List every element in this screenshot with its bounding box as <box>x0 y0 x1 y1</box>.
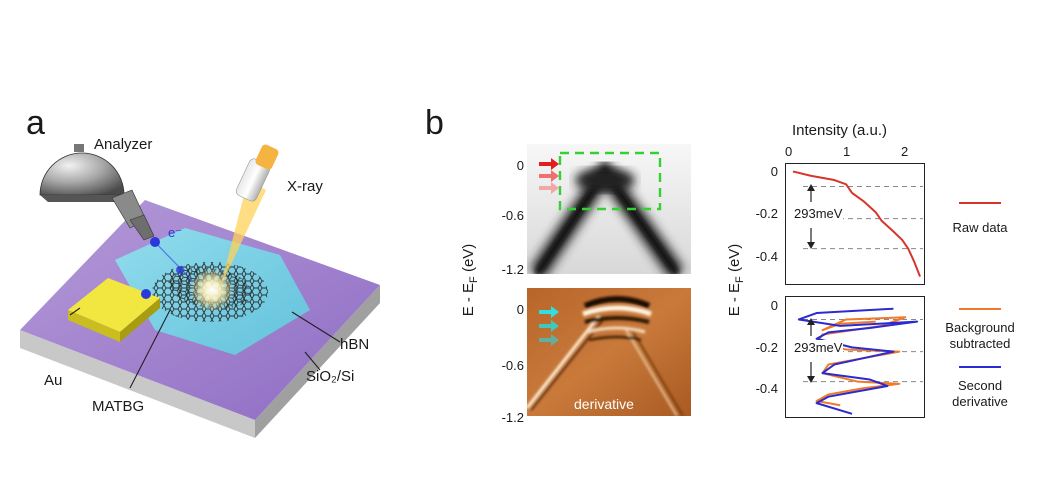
raw-edc-series-0 <box>792 170 921 277</box>
legend-bg-label: Background subtracted <box>945 320 1015 351</box>
bottom-plot-ytick-1: -0.2 <box>755 340 778 355</box>
derivative-label: derivative <box>574 396 634 412</box>
au-label: Au <box>44 372 63 389</box>
intensity-tick-1: 1 <box>843 144 851 159</box>
electron-path <box>141 237 193 299</box>
right-energy-axis-label: E - EF (eV) <box>726 243 746 317</box>
intensity-tick-0: 0 <box>785 144 793 159</box>
xray-label: X-ray <box>287 178 323 195</box>
gap-annotation-top: 293meV <box>793 206 844 221</box>
processed-edc-series-1 <box>797 307 919 415</box>
legend-raw-label: Raw data <box>952 220 1008 235</box>
leader-lines <box>69 307 341 389</box>
bottom-plot-ytick-2: -0.4 <box>755 381 778 396</box>
top-plot-ytick-0: 0 <box>770 164 778 179</box>
xray-source <box>190 144 279 312</box>
top-plot-ytick-1: -0.2 <box>755 206 778 221</box>
analyzer-detector <box>39 144 155 241</box>
schematic-illustration <box>20 144 380 438</box>
gap-arrows-bottom <box>807 318 815 383</box>
matbg-label: MATBG <box>92 398 145 415</box>
bottom-map-tick-0: 0 <box>516 302 524 317</box>
arpes-raw-map <box>527 144 691 274</box>
top-map-tick-2: -1.2 <box>501 262 524 277</box>
intensity-tick-2: 2 <box>901 144 909 159</box>
bottom-map-tick-2: -1.2 <box>501 410 524 425</box>
electron-label: e⁻ <box>168 225 183 240</box>
hbn-label: hBN <box>340 336 370 353</box>
intensity-axis-label: Intensity (a.u.) <box>792 122 888 139</box>
legend-sd-swatch <box>959 366 1001 368</box>
panel-b-letter: b <box>425 104 444 142</box>
au-electrode <box>68 278 160 342</box>
legend-raw-swatch <box>959 202 1001 204</box>
legend-sd-label: Second derivative <box>952 378 1008 409</box>
substrate-label: SiO₂/Si <box>306 368 355 385</box>
top-plot-ytick-2: -0.4 <box>755 249 778 264</box>
arpes-derivative-map <box>527 288 691 416</box>
top-map-tick-1: -0.6 <box>501 208 524 223</box>
level-arrows-red <box>539 158 559 194</box>
top-map-tick-0: 0 <box>516 158 524 173</box>
raw-edc-plot <box>785 163 925 285</box>
left-energy-axis-label: E - EF (eV) <box>460 243 480 317</box>
legend-bg-swatch <box>959 308 1001 310</box>
processed-edc-series-0 <box>815 316 907 407</box>
gap-arrows-top <box>807 184 815 249</box>
bottom-plot-ytick-0: 0 <box>770 298 778 313</box>
processed-edc-plot <box>785 296 925 418</box>
level-arrows-cyan <box>539 306 559 346</box>
panel-a-letter: a <box>26 104 45 142</box>
roi-box <box>558 151 662 211</box>
gap-annotation-bottom: 293meV <box>793 340 844 355</box>
bottom-map-tick-1: -0.6 <box>501 358 524 373</box>
analyzer-label: Analyzer <box>94 136 153 153</box>
